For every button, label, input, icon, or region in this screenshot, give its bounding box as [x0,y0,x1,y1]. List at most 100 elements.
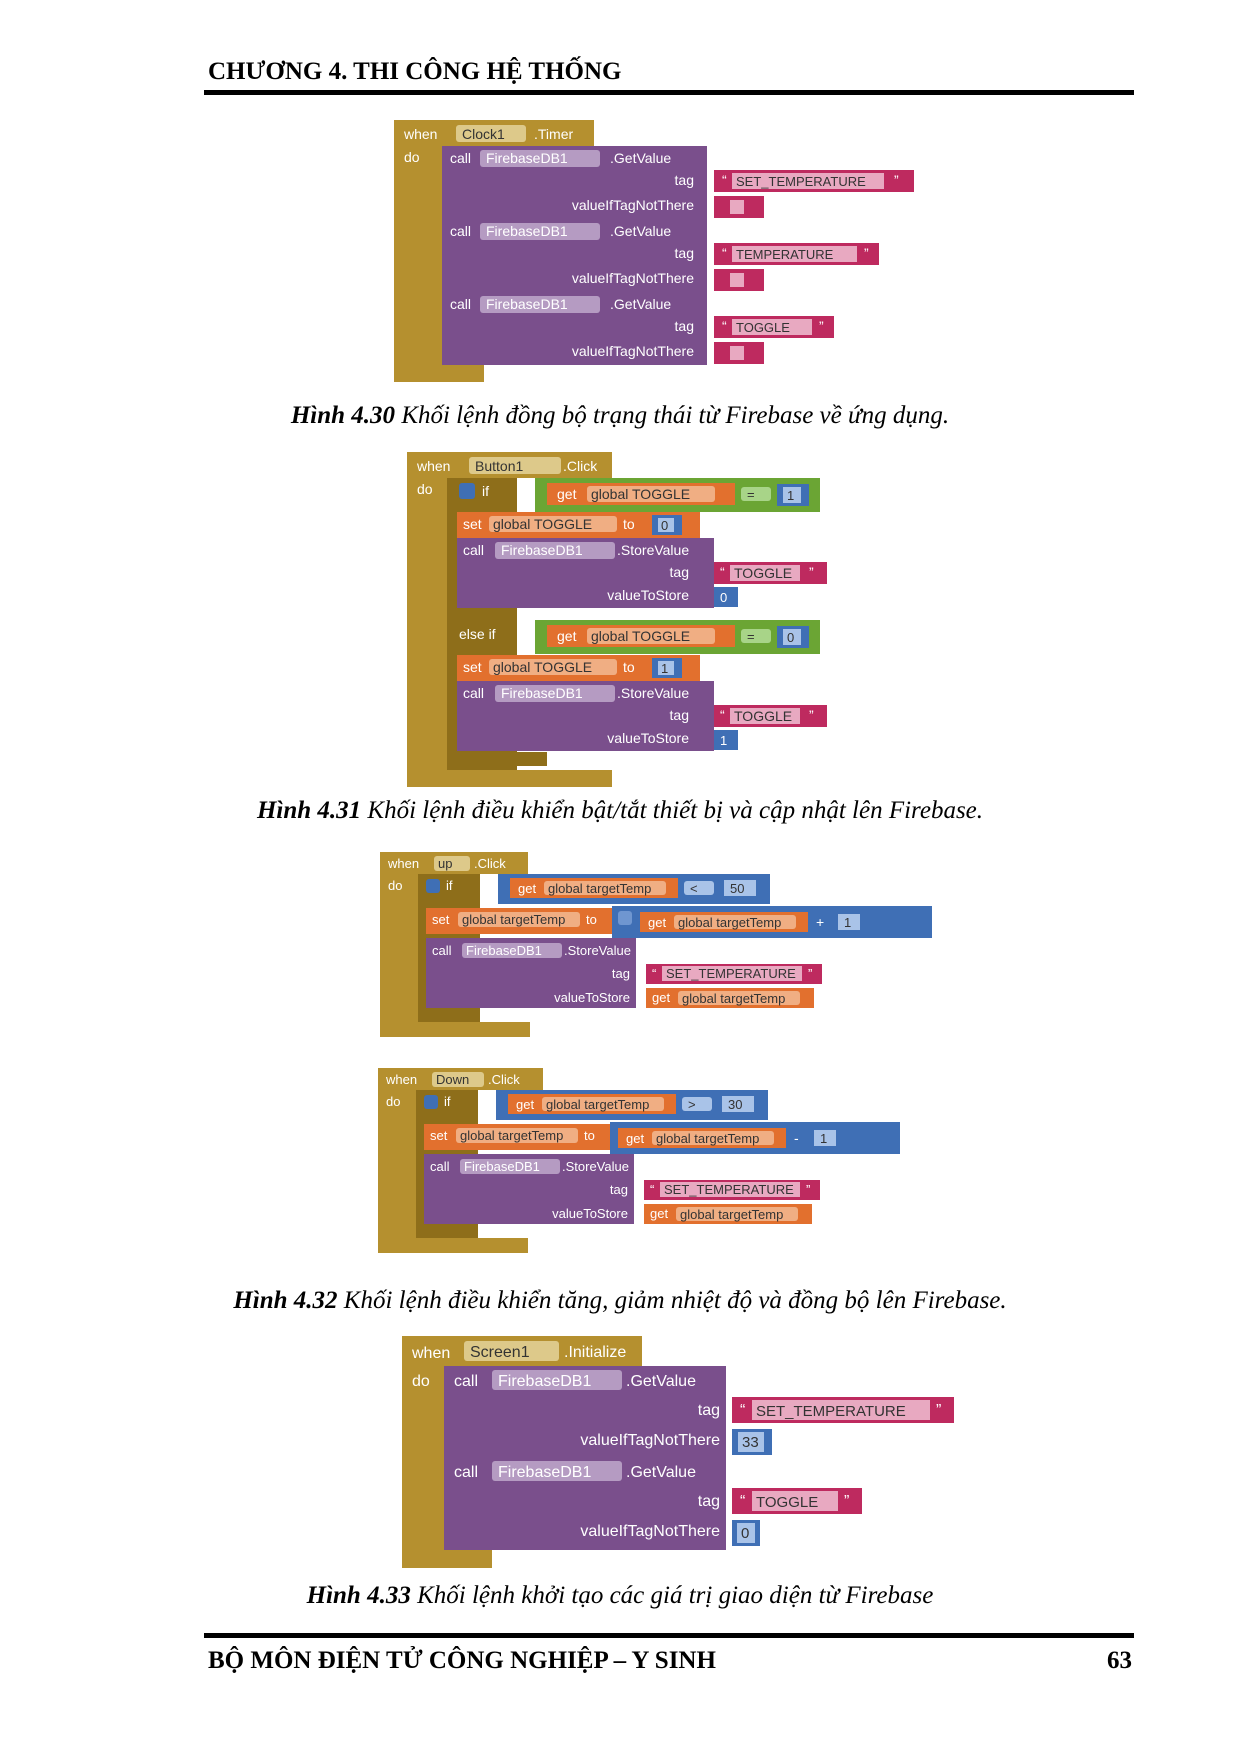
figure-4-33-blocks: when Screen1 .Initialize do call Firebas… [402,1336,954,1568]
tag-string-field[interactable] [732,319,812,335]
down-storevalue-call[interactable]: call FirebaseDB1 .StoreValue tag valueTo… [424,1154,820,1224]
call-label: call [430,1159,450,1174]
empty-string-field[interactable] [730,273,744,287]
vnt-label: valueIfTagNotThere [572,343,694,359]
button-component: Button1 [475,458,523,474]
call-label: call [463,542,484,558]
page-number: 63 [1107,1647,1132,1674]
set-var-block-1[interactable]: set global TOGGLE to 0 [457,512,700,538]
figure-4-32-up-blocks: when up .Click do if then get global tar… [380,852,932,1037]
clock-dropdown[interactable] [456,125,526,142]
number-block[interactable] [714,730,738,750]
db-dropdown[interactable] [495,685,615,702]
getvalue-call-1[interactable]: call FirebaseDB1 .GetValue tag valueIfTa… [442,146,914,219]
get-label: get [557,628,577,644]
tag-label: tag [675,172,694,188]
tag-value: TOGGLE [756,1494,818,1511]
gear-icon[interactable] [618,911,632,925]
db-dropdown[interactable] [480,223,600,240]
clock-timer-event-block[interactable]: when Clock1 .Timer do [394,120,594,382]
var-dropdown[interactable] [587,486,715,502]
getvalue-label: .GetValue [610,150,671,166]
number-value: 33 [742,1434,759,1451]
db-dropdown[interactable] [495,542,615,559]
number-value: 1 [720,733,727,748]
call-label: call [450,223,471,239]
db-dropdown[interactable] [460,1159,560,1174]
number-block[interactable] [714,587,738,607]
db-name: FirebaseDB1 [486,223,568,239]
operator-dropdown[interactable] [682,1097,712,1111]
number-value: 1 [820,1131,827,1146]
screen-dropdown[interactable] [464,1341,559,1361]
db-dropdown[interactable] [492,1461,622,1481]
down-dropdown[interactable] [432,1072,484,1087]
tag-label: tag [670,564,689,580]
getvalue-call-toggle[interactable]: call FirebaseDB1 .GetValue tag valueIfTa… [444,1457,862,1550]
number-field[interactable] [724,880,756,896]
empty-string-field[interactable] [730,200,744,214]
getvalue-call-3[interactable]: call FirebaseDB1 .GetValue tag valueIfTa… [442,292,834,365]
vts-label: valueToStore [607,587,689,603]
number-field[interactable] [722,1096,754,1112]
var-dropdown[interactable] [587,628,715,644]
quote-open: “ [722,245,727,261]
vts-label: valueToStore [554,990,630,1005]
gear-icon[interactable] [459,483,475,499]
get-label: get [648,915,666,930]
getvalue-call-2[interactable]: call FirebaseDB1 .GetValue tag valueIfTa… [442,219,879,292]
down-compare-block[interactable]: get global targetTemp > 30 [496,1090,768,1120]
elseif-label: else if [459,626,496,642]
var-dropdown[interactable] [489,659,617,675]
if-label: if [444,1094,451,1109]
click-event: .Click [488,1072,520,1087]
db-dropdown[interactable] [480,296,600,313]
compare-block-1[interactable]: get global TOGGLE = 1 [535,478,820,512]
storevalue-call-2[interactable]: call FirebaseDB1 .StoreValue tag valueTo… [457,681,827,751]
db-dropdown[interactable] [492,1370,622,1390]
operator-dropdown[interactable] [684,881,714,895]
quote-open: “ [720,564,725,580]
get-label: get [518,881,536,896]
button-dropdown[interactable] [469,457,561,474]
operator-dropdown[interactable] [741,629,771,643]
storevalue-call-1[interactable]: call FirebaseDB1 .StoreValue tag valueTo… [457,538,827,608]
tag-label: tag [698,1402,720,1419]
gear-icon[interactable] [426,879,440,893]
tag-value: TOGGLE [736,320,790,335]
operator-dropdown[interactable] [741,487,771,501]
up-click-event-block[interactable]: when up .Click do [380,852,530,1037]
set-var-block-2[interactable]: set global TOGGLE to 1 [457,655,700,681]
screen-component: Screen1 [470,1344,530,1361]
figure-4-31-blocks: when Button1 .Click do if then else if t… [407,452,827,787]
do-label: do [412,1373,430,1390]
if-label: if [446,878,453,893]
db-dropdown[interactable] [462,943,562,958]
button-click-event-block[interactable]: when Button1 .Click do [407,452,612,787]
to-label: to [623,516,635,532]
getvalue-call-set-temperature[interactable]: call FirebaseDB1 .GetValue tag valueIfTa… [444,1366,954,1457]
call-label: call [454,1464,478,1481]
up-dropdown[interactable] [434,856,470,871]
quote-open: “ [652,966,656,981]
down-set-block[interactable]: set global targetTemp to get global targ… [424,1122,900,1154]
caption-4-32: Hình 4.32 Khối lệnh điều khiển tăng, giả… [0,1287,1240,1315]
down-click-event-block[interactable]: when Down .Click do [378,1068,543,1253]
screen-initialize-event-block[interactable]: when Screen1 .Initialize do [402,1336,642,1568]
math-operator: + [816,914,824,930]
up-compare-block[interactable]: get global targetTemp < 50 [498,874,770,904]
vts-label: valueToStore [607,730,689,746]
var-dropdown[interactable] [489,516,617,532]
get-label: get [516,1097,534,1112]
tag-string-field[interactable] [732,246,857,262]
operator: = [747,629,755,644]
empty-string-field[interactable] [730,346,744,360]
compare-block-2[interactable]: get global TOGGLE = 0 [535,620,820,654]
tag-string-field[interactable] [732,173,884,189]
db-dropdown[interactable] [480,150,600,167]
gear-icon[interactable] [424,1095,438,1109]
storevalue-label: .StoreValue [617,542,689,558]
quote-close: ” [844,1493,849,1510]
up-storevalue-call[interactable]: call FirebaseDB1 .StoreValue tag valueTo… [426,938,822,1008]
up-set-block[interactable]: set global targetTemp to get global targ… [426,906,932,938]
